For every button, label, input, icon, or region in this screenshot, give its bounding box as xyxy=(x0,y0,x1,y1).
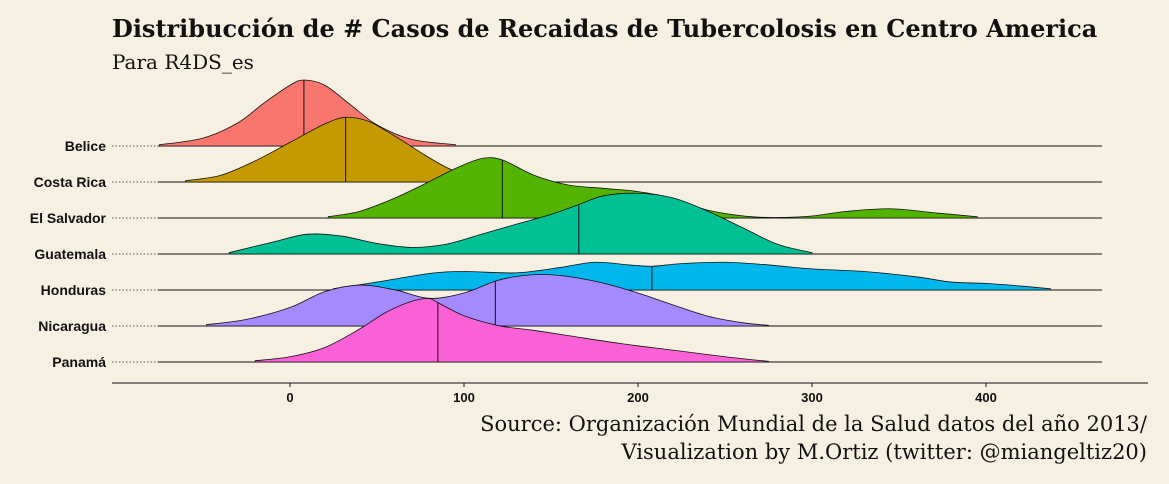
x-tick-label-0: 0 xyxy=(286,390,293,405)
ridge-guatemala: Guatemala xyxy=(34,192,1102,262)
y-label-belice: Belice xyxy=(65,138,106,154)
chart-subtitle: Para R4DS_es xyxy=(112,50,254,74)
density-panama xyxy=(254,298,769,363)
x-tick-label-200: 200 xyxy=(627,390,649,405)
x-tick-label-300: 300 xyxy=(801,390,823,405)
y-label-nicaragua: Nicaragua xyxy=(38,318,106,334)
ridge-costa-rica: Costa Rica xyxy=(34,116,1102,190)
caption-credit: Visualization by M.Ortiz (twitter: @mian… xyxy=(621,440,1147,464)
y-label-honduras: Honduras xyxy=(41,282,107,298)
y-label-costa-rica: Costa Rica xyxy=(34,174,107,190)
y-label-el-salvador: El Salvador xyxy=(30,210,107,226)
x-tick-label-100: 100 xyxy=(453,390,475,405)
density-nicaragua xyxy=(206,274,769,327)
caption-source: Source: Organización Mundial de la Salud… xyxy=(480,412,1147,436)
y-label-guatemala: Guatemala xyxy=(34,246,106,262)
density-el-salvador xyxy=(327,157,978,219)
chart-title: Distribucción de # Casos de Recaidas de … xyxy=(112,14,1098,43)
ridge-belice: Belice xyxy=(65,79,1102,154)
y-label-panama: Panamá xyxy=(52,354,106,370)
density-guatemala xyxy=(228,192,813,255)
x-tick-label-400: 400 xyxy=(975,390,997,405)
ridge-panama: Panamá xyxy=(52,298,1102,370)
ridge-nicaragua: Nicaragua xyxy=(38,274,1102,334)
density-honduras xyxy=(333,261,1051,291)
